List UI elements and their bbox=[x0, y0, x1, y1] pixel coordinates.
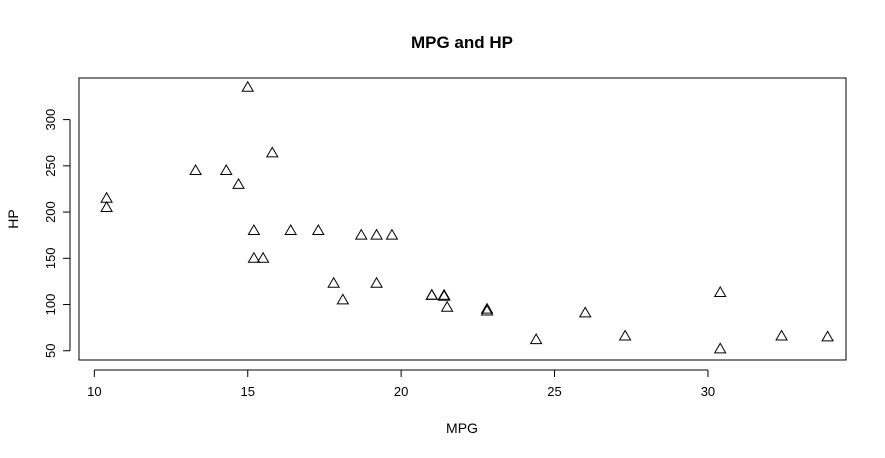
data-point bbox=[480, 302, 494, 314]
data-point bbox=[100, 200, 113, 212]
data-point bbox=[189, 163, 202, 175]
data-point bbox=[370, 228, 383, 240]
x-tick-label: 10 bbox=[87, 384, 101, 399]
data-point bbox=[440, 300, 454, 312]
data-point bbox=[247, 224, 261, 236]
x-tick-label: 15 bbox=[241, 384, 255, 399]
data-point bbox=[100, 191, 113, 203]
data-point bbox=[256, 251, 270, 263]
data-point bbox=[480, 304, 494, 316]
data-point bbox=[437, 289, 451, 301]
data-point bbox=[821, 330, 834, 342]
y-tick-label: 100 bbox=[43, 294, 58, 316]
data-points bbox=[100, 80, 834, 354]
x-tick-label: 20 bbox=[394, 384, 408, 399]
y-tick-label: 300 bbox=[43, 109, 58, 131]
data-point bbox=[713, 342, 727, 354]
y-axis-label: HP bbox=[5, 209, 21, 228]
x-tick-label: 25 bbox=[547, 384, 561, 399]
y-tick-label: 250 bbox=[43, 155, 58, 177]
data-point bbox=[219, 163, 233, 175]
data-point bbox=[336, 293, 350, 305]
x-axis-label: MPG bbox=[446, 420, 478, 436]
y-tick-label: 50 bbox=[43, 344, 58, 358]
x-tick-label: 30 bbox=[701, 384, 715, 399]
data-point bbox=[247, 251, 261, 263]
chart-title: MPG and HP bbox=[411, 33, 513, 52]
data-point bbox=[284, 224, 298, 236]
data-point bbox=[232, 177, 245, 189]
data-point bbox=[618, 329, 632, 341]
y-axis: 50 100 150 200 250 300 bbox=[43, 109, 71, 358]
x-axis: 10 15 20 25 30 bbox=[87, 369, 715, 399]
data-point bbox=[425, 288, 439, 300]
data-point bbox=[354, 228, 368, 240]
data-point bbox=[578, 306, 592, 318]
data-point bbox=[311, 224, 325, 236]
data-point bbox=[529, 333, 543, 345]
data-point bbox=[370, 276, 383, 288]
data-point bbox=[327, 276, 341, 288]
y-tick-label: 150 bbox=[43, 247, 58, 269]
plot-box bbox=[78, 77, 847, 361]
y-tick-label: 200 bbox=[43, 201, 58, 223]
data-point bbox=[385, 228, 399, 240]
data-point bbox=[265, 146, 279, 158]
data-point bbox=[775, 329, 788, 341]
data-point bbox=[241, 80, 255, 92]
data-point bbox=[425, 288, 439, 300]
data-point bbox=[713, 286, 727, 298]
